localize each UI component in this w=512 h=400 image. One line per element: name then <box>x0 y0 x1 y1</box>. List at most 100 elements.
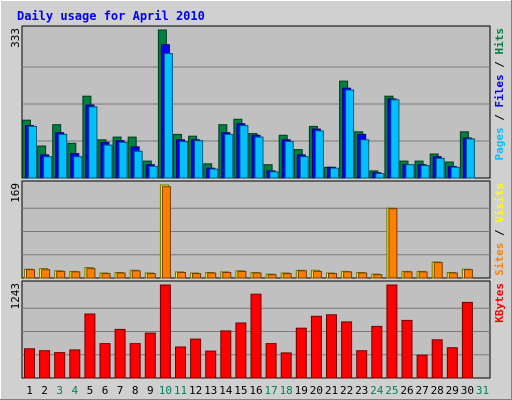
bar-sites <box>448 272 458 279</box>
bar-pages <box>163 53 173 179</box>
bar-sites <box>56 270 66 279</box>
x-tick-label: 31 <box>476 384 489 397</box>
bar-sites <box>463 269 473 279</box>
bar-pages <box>330 167 339 179</box>
x-tick-label: 15 <box>234 384 247 397</box>
bar-sites <box>146 273 156 279</box>
bar-sites <box>222 272 232 279</box>
bar-sites <box>71 271 81 279</box>
bar-sites <box>358 272 368 279</box>
panel-legend: KBytes <box>493 283 506 323</box>
legend-entry-pages: Pages <box>493 127 506 160</box>
bar-pages <box>465 138 475 179</box>
bar-sites <box>267 274 277 279</box>
bar-sites <box>388 208 398 279</box>
x-tick-label: 30 <box>461 384 474 397</box>
x-tick-label: 23 <box>355 384 368 397</box>
bar-pages <box>88 106 98 179</box>
bar-pages <box>194 140 204 179</box>
x-tick-label: 18 <box>280 384 293 397</box>
bar-kbytes <box>220 330 232 379</box>
bar-pages <box>314 130 324 179</box>
bar-sites <box>101 273 111 279</box>
panel-max-label: 333 <box>9 28 22 48</box>
bar-kbytes <box>431 339 443 379</box>
bar-pages <box>148 165 158 179</box>
legend-entry-hits: Hits <box>493 28 506 55</box>
x-tick-label: 10 <box>159 384 172 397</box>
x-tick-label: 16 <box>249 384 262 397</box>
bar-pages <box>405 164 415 179</box>
bar-kbytes <box>129 343 141 379</box>
bar-kbytes <box>205 350 217 379</box>
x-tick-label: 22 <box>340 384 353 397</box>
bar-pages <box>254 136 264 179</box>
x-tick-label: 19 <box>295 384 308 397</box>
bar-pages <box>450 166 460 179</box>
bar-kbytes <box>190 338 202 379</box>
bar-kbytes <box>84 313 96 379</box>
bar-sites <box>207 272 217 279</box>
bar-sites <box>237 270 247 279</box>
bar-kbytes <box>326 314 337 379</box>
bar-kbytes <box>280 352 292 379</box>
x-tick-label: 14 <box>219 384 233 397</box>
bar-pages <box>103 144 113 179</box>
bar-kbytes <box>371 325 383 379</box>
bar-kbytes <box>295 327 307 379</box>
legend-separator: / <box>493 108 506 128</box>
x-tick-label: 21 <box>325 384 338 397</box>
bar-sites <box>418 271 428 279</box>
x-tick-label: 17 <box>264 384 277 397</box>
chart-title: Daily usage for April 2010 <box>17 9 205 23</box>
x-tick-label: 9 <box>147 384 154 397</box>
x-tick-label: 24 <box>370 384 384 397</box>
bar-kbytes <box>386 284 398 379</box>
x-tick-label: 26 <box>400 384 413 397</box>
legend-entry-visits: Visits <box>493 183 506 223</box>
bar-kbytes <box>39 350 51 379</box>
x-tick-label: 13 <box>204 384 217 397</box>
bar-pages <box>345 89 355 179</box>
bar-pages <box>390 99 400 179</box>
x-tick-label: 7 <box>117 384 124 397</box>
bar-sites <box>26 269 35 279</box>
bar-sites <box>116 272 126 279</box>
panel-kbytes: 1243 KBytes <box>9 280 506 379</box>
chart-panels: 333 Pages / Files / Hits 169 Sites / Visits… <box>9 25 506 379</box>
panel-max-label: 1243 <box>9 283 22 310</box>
bar-kbytes <box>341 321 353 379</box>
bar-pages <box>28 125 37 179</box>
panel-legend: Sites / Visits <box>493 183 506 276</box>
bar-sites <box>161 186 171 279</box>
x-tick-label: 4 <box>71 384 78 397</box>
bar-kbytes <box>114 328 126 379</box>
bar-pages <box>299 156 309 179</box>
legend-entry-kbytes: KBytes <box>493 283 506 323</box>
bar-kbytes <box>144 332 156 379</box>
panel-visits_sites: 169 Sites / Visits <box>9 180 506 279</box>
bar-pages <box>179 141 188 179</box>
x-tick-label: 29 <box>446 384 459 397</box>
bar-kbytes <box>416 354 428 379</box>
bar-kbytes <box>99 343 111 379</box>
bar-sites <box>403 271 413 279</box>
bar-pages <box>224 133 234 179</box>
panel-legend: Pages / Files / Hits <box>493 28 506 161</box>
bar-pages <box>284 141 294 179</box>
legend-separator: / <box>493 55 506 75</box>
x-tick-label: 28 <box>431 384 444 397</box>
x-tick-label: 5 <box>87 384 94 397</box>
bar-pages <box>58 133 68 179</box>
panel-background <box>21 180 491 279</box>
bar-pages <box>209 168 219 179</box>
bar-sites <box>312 270 322 279</box>
bar-sites <box>343 271 353 279</box>
bar-sites <box>192 273 202 279</box>
bar-pages <box>375 173 385 179</box>
bar-pages <box>133 150 143 179</box>
x-axis-day-labels: 1 2 3 4 5 6 7 8 9 10 11 12 13 14 15 16 17 18 19 20 21 22 23 24 2… <box>26 384 489 397</box>
bar-kbytes <box>159 284 171 379</box>
x-tick-label: 27 <box>415 384 428 397</box>
